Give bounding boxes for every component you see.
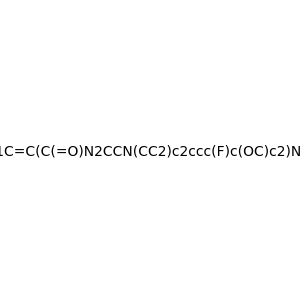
- Text: CN1C=C(C(=O)N2CCN(CC2)c2ccc(F)c(OC)c2)N=C1: CN1C=C(C(=O)N2CCN(CC2)c2ccc(F)c(OC)c2)N=…: [0, 145, 300, 158]
